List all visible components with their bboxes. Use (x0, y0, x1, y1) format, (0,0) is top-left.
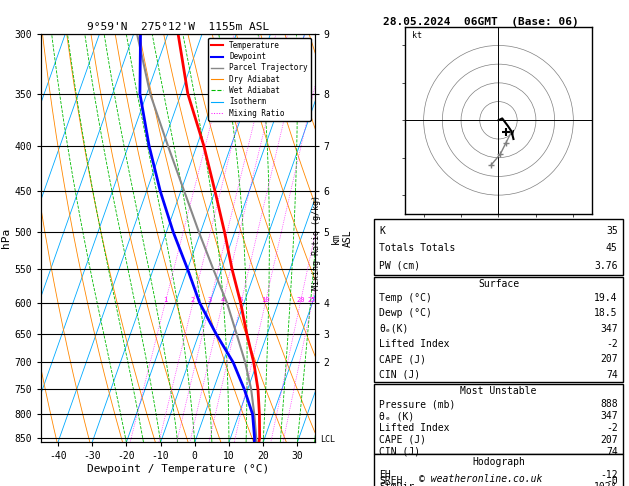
Text: SREH: SREH (379, 476, 403, 486)
Text: CIN (J): CIN (J) (379, 447, 420, 456)
Text: 2: 2 (191, 297, 195, 303)
Text: 74: 74 (606, 370, 618, 380)
Text: PW (cm): PW (cm) (379, 261, 420, 271)
Title: 9°59'N  275°12'W  1155m ASL: 9°59'N 275°12'W 1155m ASL (87, 22, 269, 32)
Text: 6: 6 (239, 297, 243, 303)
Text: 102°: 102° (594, 482, 618, 486)
Text: 18.5: 18.5 (594, 308, 618, 318)
Text: CIN (J): CIN (J) (379, 370, 420, 380)
Text: kt: kt (413, 31, 423, 40)
Text: Pressure (mb): Pressure (mb) (379, 399, 455, 410)
Text: K: K (379, 226, 385, 236)
Y-axis label: hPa: hPa (1, 228, 11, 248)
Text: 1: 1 (163, 297, 167, 303)
Text: 3: 3 (208, 297, 212, 303)
Text: 347: 347 (600, 324, 618, 333)
Text: 35: 35 (606, 226, 618, 236)
Text: 347: 347 (600, 411, 618, 421)
Text: 3.76: 3.76 (594, 261, 618, 271)
Text: θₑ(K): θₑ(K) (379, 324, 409, 333)
Text: 207: 207 (600, 435, 618, 445)
Text: -2: -2 (606, 339, 618, 349)
Text: Mixing Ratio (g/kg): Mixing Ratio (g/kg) (312, 195, 321, 291)
X-axis label: Dewpoint / Temperature (°C): Dewpoint / Temperature (°C) (87, 464, 269, 474)
Text: StmDir: StmDir (379, 482, 415, 486)
Text: Lifted Index: Lifted Index (379, 339, 450, 349)
Text: Lifted Index: Lifted Index (379, 423, 450, 433)
Text: 28.05.2024  06GMT  (Base: 06): 28.05.2024 06GMT (Base: 06) (383, 17, 579, 27)
Text: 10: 10 (261, 297, 270, 303)
Text: CAPE (J): CAPE (J) (379, 354, 426, 364)
Text: 4: 4 (221, 297, 225, 303)
Text: Hodograph: Hodograph (472, 457, 525, 467)
Text: CAPE (J): CAPE (J) (379, 435, 426, 445)
Text: θₑ (K): θₑ (K) (379, 411, 415, 421)
Text: -2: -2 (606, 423, 618, 433)
Text: Totals Totals: Totals Totals (379, 243, 455, 253)
Y-axis label: km
ASL: km ASL (331, 229, 352, 247)
Legend: Temperature, Dewpoint, Parcel Trajectory, Dry Adiabat, Wet Adiabat, Isotherm, Mi: Temperature, Dewpoint, Parcel Trajectory… (208, 38, 311, 121)
Text: EH: EH (379, 470, 391, 480)
Text: Dewp (°C): Dewp (°C) (379, 308, 432, 318)
Text: Temp (°C): Temp (°C) (379, 293, 432, 303)
Text: -12: -12 (600, 470, 618, 480)
Text: 888: 888 (600, 399, 618, 410)
Text: Most Unstable: Most Unstable (460, 386, 537, 397)
Text: 20: 20 (296, 297, 304, 303)
Text: 19.4: 19.4 (594, 293, 618, 303)
Text: 207: 207 (600, 354, 618, 364)
Text: © weatheronline.co.uk: © weatheronline.co.uk (420, 473, 543, 484)
Text: 25: 25 (308, 297, 316, 303)
Text: Surface: Surface (478, 279, 519, 290)
Text: 74: 74 (606, 447, 618, 456)
Text: 45: 45 (606, 243, 618, 253)
Text: LCL: LCL (320, 435, 335, 445)
Text: -0: -0 (606, 476, 618, 486)
